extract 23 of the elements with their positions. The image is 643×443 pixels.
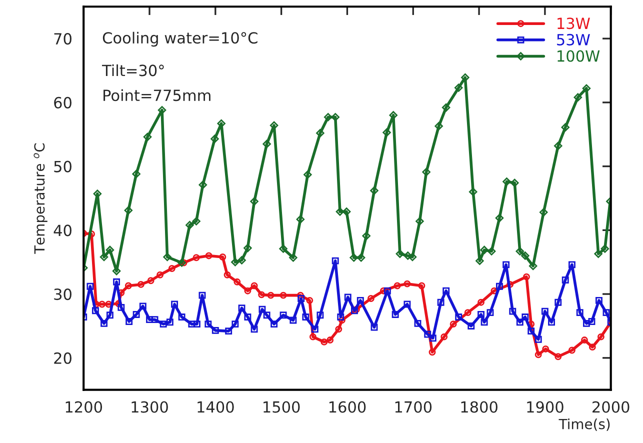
- annotation: Point=775mm: [104, 89, 210, 102]
- y-axis-title: Temperature $^{o}$C: [34, 143, 48, 254]
- x-tick-label: 1600: [329, 401, 366, 413]
- legend-label: 13W: [558, 18, 590, 30]
- legend-label: 100W: [558, 50, 600, 62]
- x-tick-label: 1800: [461, 401, 498, 413]
- x-tick-label: 1200: [66, 401, 102, 413]
- x-tick-label: 1300: [132, 401, 168, 413]
- x-tick-label: 2000: [592, 401, 630, 413]
- annotation: Tilt=30°: [102, 64, 164, 76]
- y-tick-label: 40: [54, 224, 72, 236]
- x-tick-label: 1900: [527, 401, 564, 413]
- y-tick-label: 20: [54, 352, 72, 364]
- annotation: Cooling water=10°C: [102, 32, 258, 47]
- x-tick-label: 1500: [264, 401, 300, 413]
- legend-label: 53W: [557, 34, 590, 46]
- x-axis-title: Time(s): [558, 418, 610, 431]
- x-tick-label: 1400: [198, 401, 234, 413]
- y-tick-label: 50: [54, 160, 72, 172]
- x-tick-label: 1700: [395, 401, 432, 413]
- y-tick-label: 70: [54, 33, 72, 45]
- y-tick-label: 60: [54, 96, 72, 108]
- y-tick-label: 30: [54, 288, 72, 300]
